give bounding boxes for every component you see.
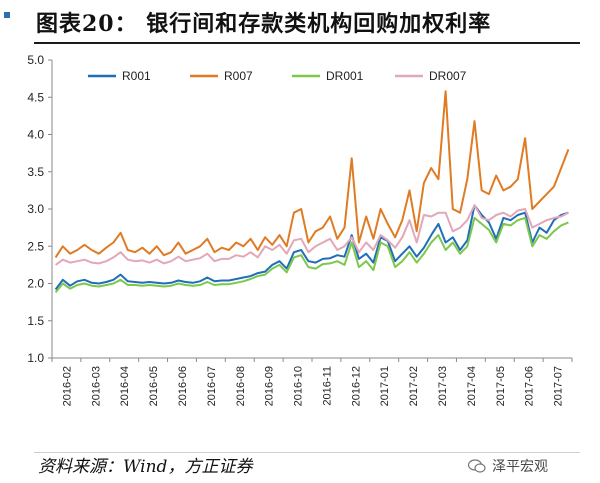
brand-badge: 泽平宏观 xyxy=(468,452,548,480)
wechat-icon xyxy=(468,459,486,473)
title-bar: 图表20： 银行间和存款类机构回购加权利率 xyxy=(0,0,600,44)
title-underline xyxy=(34,42,580,44)
source-note: 资料来源：Wind，方正证券 xyxy=(38,457,253,477)
y-tick-label: 3.5 xyxy=(27,165,44,179)
y-tick-label: 2.5 xyxy=(27,239,44,253)
x-tick-label: 2016-05 xyxy=(148,366,160,406)
x-tick-label: 2016-09 xyxy=(264,366,276,406)
series-line-r001 xyxy=(54,204,569,291)
y-tick-label: 3.0 xyxy=(27,202,44,216)
x-tick-label: 2017-04 xyxy=(466,366,478,406)
line-chart: 1.0 1.5 2.0 2.5 3.0 3.5 4.0 4.5 5.0 2016-02 2016-0… xyxy=(27,53,573,406)
legend-label-r001: R001 xyxy=(122,69,151,83)
legend-label-dr001: DR001 xyxy=(326,69,364,83)
y-tick-label: 4.0 xyxy=(27,128,44,142)
x-tick-label: 2016-08 xyxy=(235,366,247,406)
x-tick-label: 2017-07 xyxy=(553,366,565,406)
y-tick-label: 5.0 xyxy=(27,53,44,67)
x-tick-label: 2017-06 xyxy=(524,366,536,406)
y-tick-label: 2.0 xyxy=(27,277,44,291)
x-tick-label: 2016-06 xyxy=(177,366,189,406)
x-tick-label: 2017-02 xyxy=(408,366,420,406)
x-tick-label: 2017-01 xyxy=(379,366,391,406)
title-bullet-mark xyxy=(4,12,10,18)
series-line-dr001 xyxy=(54,216,569,294)
x-tick-label: 2016-04 xyxy=(119,366,131,406)
series-line-dr007 xyxy=(55,204,569,266)
x-tick-label: 2016-07 xyxy=(206,366,218,406)
series-line-r007 xyxy=(54,90,570,258)
x-tick-label: 2016-02 xyxy=(61,366,73,406)
y-tick-label: 1.0 xyxy=(27,351,44,365)
x-tick-label: 2016-11 xyxy=(321,366,333,406)
y-tick-label: 1.5 xyxy=(27,314,44,328)
x-tick-label: 2016-10 xyxy=(293,366,305,406)
x-tick-label: 2016-03 xyxy=(90,366,102,406)
legend-label-dr007: DR007 xyxy=(429,69,467,83)
brand-name: 泽平宏观 xyxy=(492,459,548,475)
figure-title: 图表20： 银行间和存款类机构回购加权利率 xyxy=(36,11,492,37)
y-tick-label: 4.5 xyxy=(27,90,44,104)
x-tick-label: 2017-03 xyxy=(437,366,449,406)
footer-divider xyxy=(34,452,580,453)
legend-label-r007: R007 xyxy=(224,69,253,83)
x-tick-label: 2016-12 xyxy=(350,366,362,406)
x-tick-label: 2017-05 xyxy=(495,366,507,406)
